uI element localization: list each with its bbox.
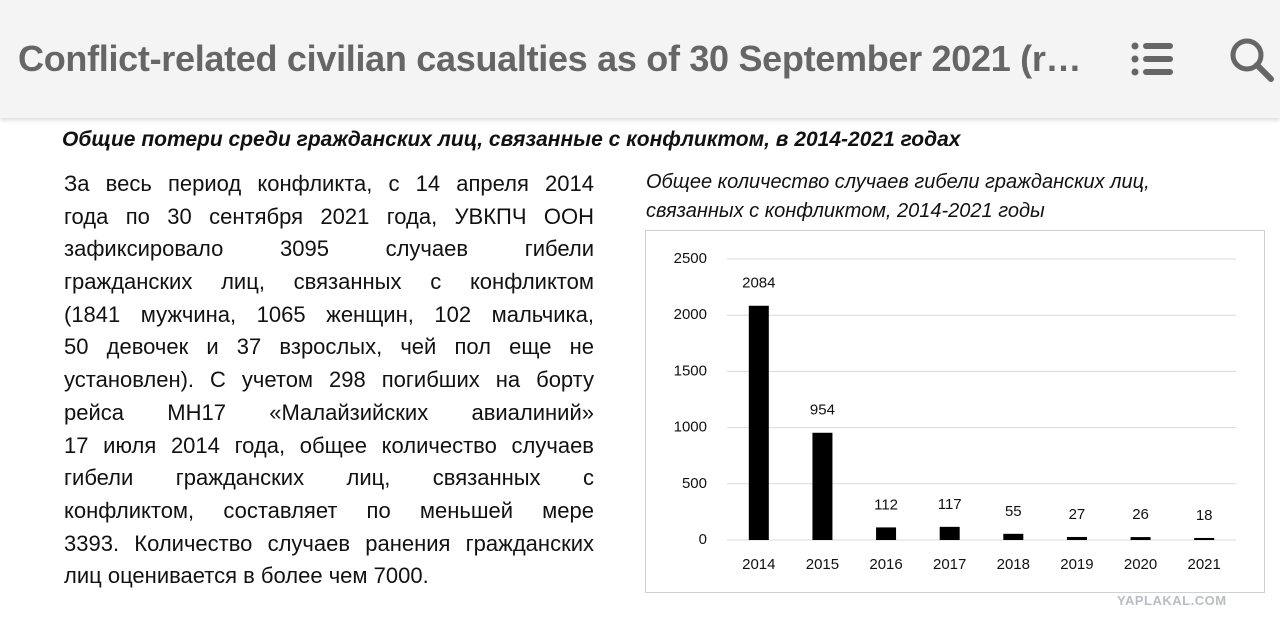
paragraph-line: зафиксировало 3095 случаев гибели [64, 236, 594, 262]
y-tick-label: 1000 [674, 419, 707, 436]
paragraph-line: конфликтом, составляет по меньшей мере [64, 497, 594, 523]
bar [876, 527, 897, 540]
paragraph: За весь период конфликта, с 14 апреля 20… [64, 168, 594, 593]
paragraph-line: рейса МН17 «Малайзийских авиалиний» [64, 399, 594, 425]
watermark: YAPLAKAL.COM [1117, 593, 1227, 608]
paragraph-line: (1841 мужчина, 1065 женщин, 102 мальчика… [64, 301, 594, 327]
paragraph-line: гражданских лиц, связанных с конфликтом [64, 269, 594, 295]
paragraph-line: гибели гражданских лиц, связанных с [64, 465, 594, 491]
bar [748, 305, 769, 540]
paragraph-line: 17 июля 2014 года, общее количество случ… [64, 432, 594, 458]
chart-title: Общее количество случаев гибели гражданс… [646, 168, 1150, 226]
x-tick-label: 2021 [1188, 556, 1221, 573]
x-tick-label: 2019 [1060, 556, 1093, 573]
x-tick-label: 2020 [1124, 556, 1157, 573]
bar [1130, 537, 1151, 540]
y-tick-label: 500 [682, 475, 707, 492]
chart-title-line: связанных с конфликтом, 2014-2021 годы [646, 200, 1045, 222]
paragraph-line: года по 30 сентября 2021 года, УВКПЧ ООН [64, 203, 594, 229]
bar [812, 432, 833, 540]
data-label: 954 [810, 402, 835, 419]
y-tick-label: 0 [699, 531, 707, 548]
paragraph-line: 3393. Количество случаев ранения граждан… [64, 530, 594, 556]
data-label: 55 [1005, 503, 1022, 520]
data-label: 27 [1069, 506, 1086, 523]
bar [939, 526, 960, 540]
menu-icon[interactable] [1130, 40, 1176, 80]
x-tick-label: 2017 [933, 556, 966, 573]
data-label: 117 [938, 496, 962, 513]
paragraph-line: 50 девочек и 37 взрослых, чей пол еще не [64, 334, 594, 360]
data-label: 2084 [742, 275, 775, 292]
x-tick-label: 2014 [742, 556, 775, 573]
data-label: 18 [1196, 507, 1213, 524]
chart-title-line: Общее количество случаев гибели гражданс… [646, 171, 1150, 193]
data-label: 112 [874, 496, 898, 513]
bar [1066, 536, 1087, 540]
app-bar: Conflict-related civilian casualties as … [0, 0, 1280, 118]
search-icon[interactable] [1228, 36, 1276, 84]
data-label: 26 [1132, 506, 1149, 523]
x-tick-label: 2018 [997, 556, 1030, 573]
bar [1003, 533, 1024, 540]
chart: 0 500 1000 1500 2000 2500 2014 2084 2015 954 2016 1… [645, 230, 1265, 593]
y-tick-label: 2000 [674, 306, 707, 323]
y-tick-label: 2500 [674, 250, 707, 267]
y-tick-label: 1500 [674, 362, 707, 379]
bar [1194, 537, 1215, 540]
x-tick-label: 2016 [869, 556, 902, 573]
paragraph-line: установлен). С учетом 298 погибших на бо… [64, 367, 594, 393]
paragraph-line: За весь период конфликта, с 14 апреля 20… [64, 171, 594, 196]
x-tick-label: 2015 [806, 556, 839, 573]
heading: Общие потери среди гражданских лиц, связ… [62, 128, 961, 151]
paragraph-line: лиц оценивается в более чем 7000. [64, 563, 429, 589]
page-title: Conflict-related civilian casualties as … [18, 38, 1082, 79]
